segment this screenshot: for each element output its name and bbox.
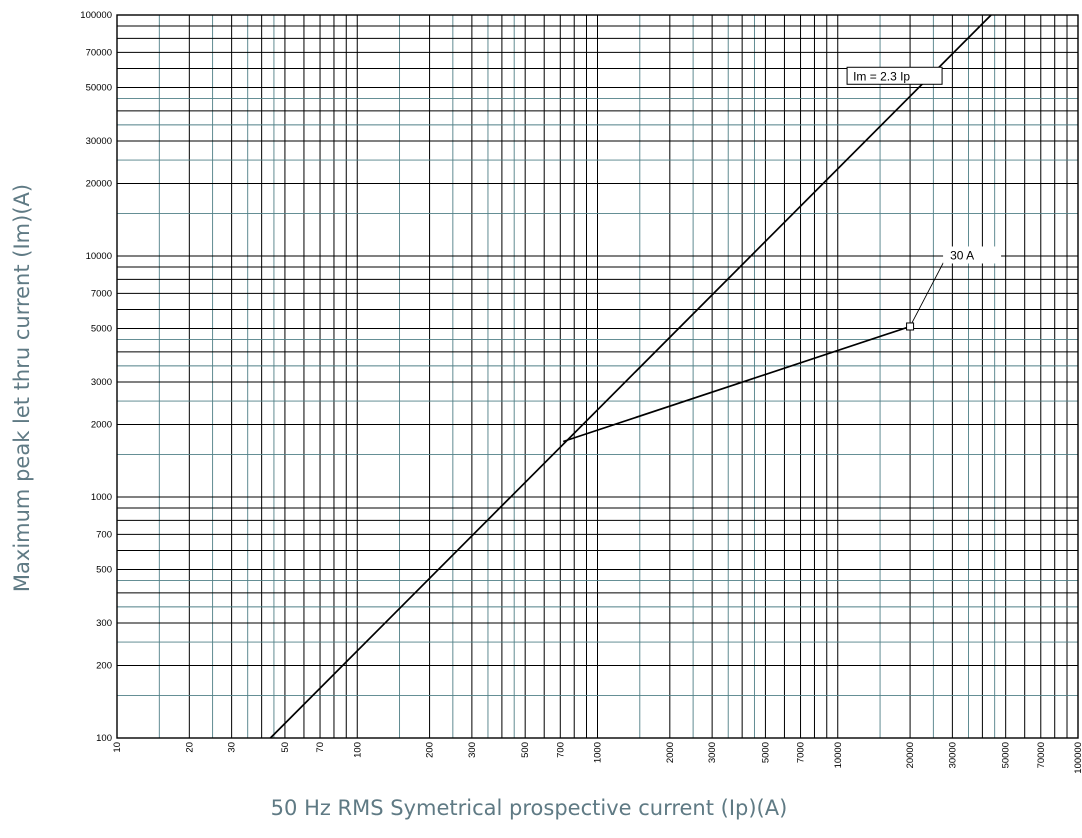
annotation-marker-30a — [906, 322, 915, 331]
y-tick-label: 700 — [96, 529, 112, 540]
y-tick-label: 100 — [96, 733, 112, 744]
annotation-box-30a — [943, 246, 1002, 264]
series-line-im-2-3-ip — [269, 14, 992, 739]
x-tick-label: 20 — [184, 742, 195, 753]
x-tick-label: 30 — [227, 742, 238, 753]
annotation-leader-30a — [909, 257, 947, 327]
x-axis-title: 50 Hz RMS Symetrical prospective current… — [271, 796, 788, 820]
x-tick-label: 700 — [555, 742, 566, 758]
x-tick-label: 2000 — [665, 742, 676, 763]
annotation-label-im: Im = 2.3 Ip — [853, 69, 910, 83]
x-tick-label: 500 — [520, 742, 531, 758]
y-tick-label: 5000 — [91, 324, 112, 335]
y-tick-label: 50000 — [86, 83, 112, 94]
x-tick-label: 200 — [425, 742, 436, 758]
plot-frame — [116, 14, 1079, 739]
x-tick-label: 10000 — [833, 742, 844, 768]
y-tick-label: 3000 — [91, 377, 112, 388]
x-tick-label: 5000 — [760, 742, 771, 763]
y-tick-label: 7000 — [91, 288, 112, 299]
y-tick-label: 100000 — [80, 10, 112, 21]
y-tick-label: 20000 — [86, 178, 112, 189]
grid — [116, 15, 1078, 739]
x-tick-label: 70000 — [1036, 742, 1047, 768]
x-tick-label: 30000 — [947, 742, 958, 768]
y-tick-label: 70000 — [86, 47, 112, 58]
x-tick-label: 10 — [112, 742, 123, 753]
x-tick-label: 50 — [280, 742, 291, 753]
annotation-box-im — [846, 66, 943, 85]
y-tick-label: 200 — [96, 660, 112, 671]
annotation-label-30a: 30 A — [950, 248, 974, 262]
y-tick-label: 1000 — [91, 492, 112, 503]
x-tick-label: 20000 — [905, 742, 916, 768]
x-tick-label: 100000 — [1073, 742, 1082, 774]
x-tick-label: 50000 — [1001, 742, 1012, 768]
x-tick-label: 300 — [467, 742, 478, 758]
annotations: Im = 2.3 Ip 30 A — [846, 66, 1002, 331]
y-tick-label: 300 — [96, 618, 112, 629]
y-tick-label: 30000 — [86, 136, 112, 147]
x-tick-label: 100 — [352, 742, 363, 758]
x-tick-label: 3000 — [707, 742, 718, 763]
x-tick-label: 1000 — [593, 742, 604, 763]
series-layer — [269, 14, 992, 739]
series-line-30a — [562, 325, 911, 443]
y-tick-label: 2000 — [91, 419, 112, 430]
y-tick-label: 10000 — [86, 251, 112, 262]
tick-labels: 10 20 30 50 70 100 200 300 500 700 1000 2000 3000 500… — [80, 10, 1082, 774]
x-tick-label: 7000 — [796, 742, 807, 763]
x-tick-label: 70 — [315, 742, 326, 753]
y-tick-label: 500 — [96, 565, 112, 576]
y-axis-title: Maximum peak let thru current (Im)(A) — [10, 184, 34, 592]
